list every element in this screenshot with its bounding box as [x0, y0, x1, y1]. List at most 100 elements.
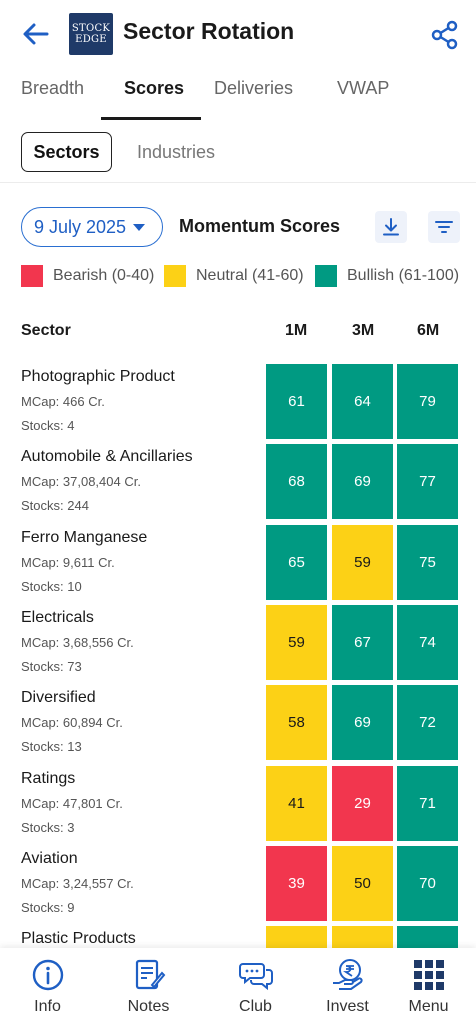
page-title: Sector Rotation — [123, 18, 295, 44]
segment-industries[interactable]: Industries — [136, 141, 216, 162]
score-3m-cell: 29 — [332, 765, 393, 841]
notes-icon — [135, 959, 166, 990]
sector-mcap: MCap: 466 Cr. — [21, 394, 105, 409]
menu-grid-icon — [414, 960, 444, 990]
tab-vwap[interactable]: VWAP — [337, 78, 390, 98]
sector-mcap: MCap: 47,801 Cr. — [21, 795, 123, 811]
nav-label: Notes — [127, 998, 170, 1015]
score-3m-cell: 64 — [332, 364, 393, 439]
score-1m-cell: 61 — [266, 364, 327, 439]
header-6m: 6M — [417, 322, 440, 339]
score-1m-cell: 68 — [266, 444, 327, 520]
bottom-nav: Info Notes Club Invest Menu — [0, 948, 476, 1024]
sector-stocks: Stocks: 244 — [21, 498, 89, 514]
tab-scores[interactable]: Scores — [124, 78, 185, 98]
table-row[interactable]: Photographic Product MCap: 466 Cr. Stocks:… — [0, 364, 476, 444]
table-row[interactable]: Ratings MCap: 47,801 Cr. Stocks: 3 41 29 71 — [0, 765, 476, 846]
score-6m-cell: 71 — [397, 765, 458, 841]
sector-stocks: Stocks: 3 — [21, 819, 75, 835]
sector-name: Diversified — [21, 689, 96, 707]
score-6m-cell: 77 — [397, 444, 458, 520]
score-6m-cell: 70 — [397, 845, 458, 921]
sector-mcap: MCap: 9,611 Cr. — [21, 554, 115, 570]
legend-label: Neutral (41-60) — [196, 267, 304, 284]
score-3m-cell: 67 — [332, 604, 393, 680]
caret-down-icon — [133, 223, 146, 231]
app-bar: STOCK EDGE Sector Rotation — [0, 0, 476, 68]
momentum-title: Momentum Scores — [179, 216, 341, 236]
nav-label: Invest — [326, 998, 369, 1015]
sector-stocks: Stocks: 10 — [21, 578, 82, 594]
sector-name: Aviation — [21, 849, 78, 867]
segment-band: Sectors Industries — [0, 121, 476, 183]
back-arrow-icon[interactable] — [20, 18, 52, 50]
score-1m-cell: 39 — [266, 845, 327, 921]
header-3m: 3M — [352, 322, 375, 339]
score-3m-cell: 69 — [332, 444, 393, 520]
score-3m-cell: 69 — [332, 685, 393, 761]
rupee-invest-icon — [333, 959, 363, 990]
club-chat-icon — [239, 963, 273, 991]
active-tab-indicator — [101, 117, 201, 120]
info-icon — [32, 959, 64, 991]
nav-menu[interactable]: Menu — [381, 948, 476, 1024]
header-1m: 1M — [285, 322, 308, 339]
legend-bearish: Bearish (0-40) — [21, 264, 154, 288]
sector-stocks: Stocks: 13 — [21, 739, 82, 755]
score-6m-cell: 75 — [397, 524, 458, 600]
score-1m-cell: 65 — [266, 524, 327, 600]
table-row[interactable]: Ferro Manganese MCap: 9,611 Cr. Stocks: 10… — [0, 524, 476, 605]
tab-breadth[interactable]: Breadth — [21, 78, 85, 98]
nav-notes[interactable]: Notes — [101, 948, 196, 1024]
legend-swatch — [21, 265, 43, 287]
sector-name: Automobile & Ancillaries — [21, 448, 193, 466]
filter-icon — [435, 221, 453, 233]
tab-deliveries[interactable]: Deliveries — [214, 78, 294, 98]
nav-label: Menu — [408, 998, 449, 1015]
table-row[interactable]: Aviation MCap: 3,24,557 Cr. Stocks: 9 39 50 7… — [0, 845, 476, 926]
nav-info[interactable]: Info — [0, 948, 95, 1024]
logo-line-1: STOCK — [71, 23, 111, 34]
top-tabs: Breadth Scores Deliveries VWAP — [0, 68, 476, 121]
score-3m-cell: 50 — [332, 845, 393, 921]
score-1m-cell: 59 — [266, 604, 327, 680]
date-value: 9 July 2025 — [34, 216, 127, 237]
sector-stocks: Stocks: 4 — [21, 418, 75, 433]
score-1m-cell: 58 — [266, 685, 327, 761]
table-row[interactable]: Electricals MCap: 3,68,556 Cr. Stocks: 73 5… — [0, 604, 476, 685]
score-6m-cell: 74 — [397, 604, 458, 680]
download-button[interactable] — [375, 211, 407, 243]
legend-swatch — [315, 265, 337, 287]
sector-mcap: MCap: 3,24,557 Cr. — [21, 875, 134, 891]
stockedge-logo: STOCK EDGE — [69, 13, 113, 55]
nav-label: Info — [34, 998, 61, 1015]
sector-name: Ferro Manganese — [21, 528, 148, 546]
filter-button[interactable] — [428, 211, 460, 243]
legend-label: Bearish (0-40) — [53, 267, 155, 284]
score-3m-cell: 59 — [332, 524, 393, 600]
legend-neutral: Neutral (41-60) — [164, 264, 304, 288]
share-icon[interactable] — [430, 20, 460, 50]
header-sector: Sector — [21, 322, 71, 339]
sector-name: Plastic Products — [21, 930, 136, 948]
nav-club[interactable]: Club — [208, 948, 303, 1024]
sector-name: Ratings — [21, 769, 76, 787]
sector-mcap: MCap: 37,08,404 Cr. — [21, 474, 141, 490]
table-row[interactable]: Diversified MCap: 60,894 Cr. Stocks: 13 58 6… — [0, 685, 476, 765]
legend-bullish: Bullish (61-100) — [315, 264, 459, 288]
nav-label: Club — [239, 998, 272, 1015]
sector-mcap: MCap: 60,894 Cr. — [21, 715, 123, 731]
nav-invest[interactable]: Invest — [300, 948, 395, 1024]
date-selector[interactable]: 9 July 2025 — [21, 207, 163, 247]
table-row[interactable]: Automobile & Ancillaries MCap: 37,08,404 … — [0, 444, 476, 524]
sector-mcap: MCap: 3,68,556 Cr. — [21, 634, 134, 650]
sector-name: Photographic Product — [21, 368, 175, 385]
legend-label: Bullish (61-100) — [347, 267, 460, 284]
score-6m-cell: 79 — [397, 364, 458, 439]
segment-sectors[interactable]: Sectors — [21, 132, 112, 172]
sector-name: Electricals — [21, 608, 94, 626]
logo-line-2: EDGE — [75, 34, 107, 45]
legend-swatch — [164, 265, 186, 287]
score-6m-cell: 72 — [397, 685, 458, 761]
download-icon — [383, 218, 399, 236]
